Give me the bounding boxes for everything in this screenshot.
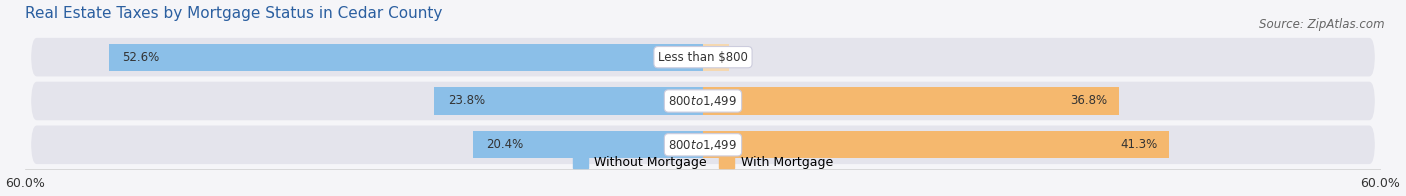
Bar <box>110 44 703 71</box>
Bar <box>703 131 1170 158</box>
Bar <box>434 87 703 114</box>
Text: 23.8%: 23.8% <box>447 94 485 107</box>
Text: 52.6%: 52.6% <box>122 51 160 64</box>
Bar <box>703 87 1119 114</box>
FancyBboxPatch shape <box>31 125 1375 164</box>
Bar <box>703 44 728 71</box>
Text: $800 to $1,499: $800 to $1,499 <box>668 138 738 152</box>
Text: 41.3%: 41.3% <box>1121 138 1159 151</box>
FancyBboxPatch shape <box>31 82 1375 120</box>
Text: 2.3%: 2.3% <box>688 51 717 64</box>
Text: 36.8%: 36.8% <box>1070 94 1108 107</box>
Text: Real Estate Taxes by Mortgage Status in Cedar County: Real Estate Taxes by Mortgage Status in … <box>25 5 443 21</box>
Bar <box>472 131 703 158</box>
Text: $800 to $1,499: $800 to $1,499 <box>668 94 738 108</box>
Text: Less than $800: Less than $800 <box>658 51 748 64</box>
Text: 20.4%: 20.4% <box>486 138 523 151</box>
Text: Source: ZipAtlas.com: Source: ZipAtlas.com <box>1260 18 1385 31</box>
FancyBboxPatch shape <box>31 38 1375 76</box>
Legend: Without Mortgage, With Mortgage: Without Mortgage, With Mortgage <box>568 151 838 174</box>
